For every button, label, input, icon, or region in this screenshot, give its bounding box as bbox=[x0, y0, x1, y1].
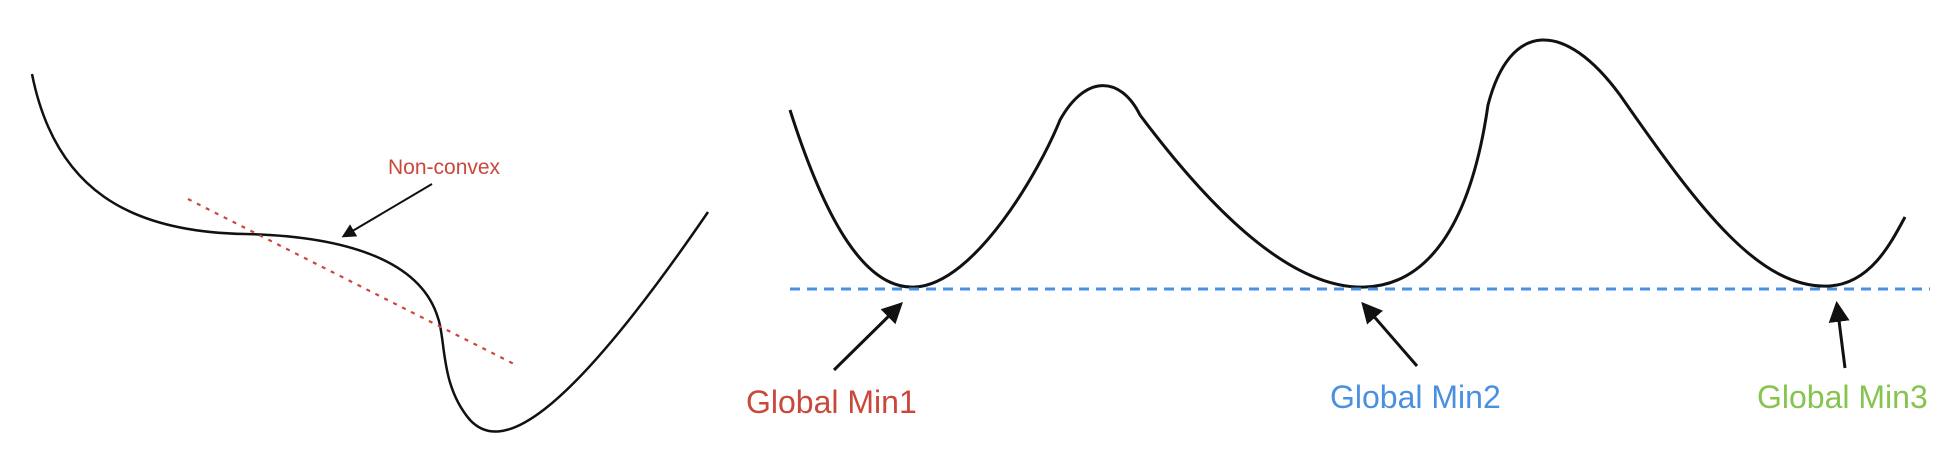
global-min1-arrow bbox=[832, 302, 903, 372]
global-min2-arrow bbox=[1361, 301, 1419, 367]
left-diagram: Non-convex bbox=[30, 73, 710, 433]
global-min2-label: Global Min2 bbox=[1330, 379, 1501, 415]
nonconvex-label: Non-convex bbox=[388, 156, 501, 179]
nonconvex-arrow bbox=[341, 183, 433, 238]
multimodal-curve bbox=[788, 38, 1907, 289]
global-min3-arrow bbox=[1828, 300, 1850, 369]
nonconvex-curve bbox=[30, 73, 710, 433]
tangent-line bbox=[187, 198, 519, 367]
right-diagram: Global Min1 Global Min2 Global Min3 bbox=[746, 38, 1930, 420]
global-min3-label: Global Min3 bbox=[1757, 379, 1928, 415]
global-min1-label: Global Min1 bbox=[746, 384, 917, 420]
